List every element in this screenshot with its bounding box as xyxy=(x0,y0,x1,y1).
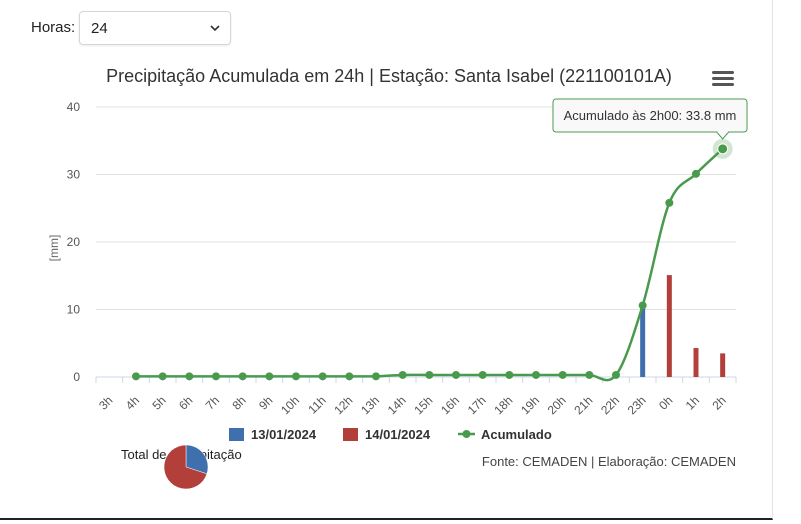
credits: Fonte: CEMADEN | Elaboração: CEMADEN xyxy=(482,454,736,469)
line-point xyxy=(185,372,194,381)
tooltip-pointer xyxy=(716,131,730,140)
x-tick-label: 14h xyxy=(385,393,409,417)
y-tick-label: 20 xyxy=(67,235,81,249)
y-tick-label: 0 xyxy=(73,370,80,384)
line-point xyxy=(505,370,514,379)
legend-swatch-marker xyxy=(462,430,471,438)
bar-14/01/2024 xyxy=(693,347,699,377)
accumulated-line xyxy=(136,147,724,382)
hours-label: Horas: xyxy=(31,19,76,36)
y-tick-label: 40 xyxy=(67,100,81,114)
menu-icon[interactable] xyxy=(712,71,734,89)
x-tick-label: 13h xyxy=(358,393,382,417)
x-tick-label: 3h xyxy=(96,393,115,412)
x-tick-label: 6h xyxy=(176,393,195,412)
x-tick-label: 16h xyxy=(438,393,462,417)
line-point xyxy=(612,370,620,379)
pie-slice xyxy=(185,444,209,475)
chart-title: Precipitação Acumulada em 24h | Estação:… xyxy=(106,66,672,86)
y-tick-label: 30 xyxy=(67,168,81,182)
legend-label: 13/01/2024 xyxy=(251,427,317,442)
tooltip-box xyxy=(552,98,748,133)
x-tick-label: 1h xyxy=(683,393,702,412)
bar-14/01/2024 xyxy=(666,275,672,377)
x-tick-label: 18h xyxy=(491,393,515,417)
bar-13/01/2024 xyxy=(640,308,646,377)
y-tick-label: 10 xyxy=(67,303,81,317)
x-tick-label: 2h xyxy=(709,393,728,412)
pie-slice xyxy=(163,444,208,490)
line-point xyxy=(398,370,407,379)
legend-swatch-14/01/2024 xyxy=(343,428,358,441)
x-tick-label: 4h xyxy=(123,393,142,412)
line-point xyxy=(478,370,487,379)
x-tick-label: 7h xyxy=(203,393,222,412)
x-tick-label: 23h xyxy=(625,393,649,417)
hours-select[interactable]: 24 xyxy=(79,11,231,45)
legend-swatch-13/01/2024 xyxy=(229,428,244,441)
tooltip-text: Acumulado às 2h00: 33.8 mm xyxy=(564,108,737,123)
legend-label: 14/01/2024 xyxy=(365,427,431,442)
line-point xyxy=(345,372,354,381)
y-axis-label: [mm] xyxy=(47,235,61,262)
legend-label: Acumulado xyxy=(481,427,552,442)
x-tick-label: 8h xyxy=(229,393,248,412)
bar-14/01/2024 xyxy=(720,353,726,377)
x-tick-label: 10h xyxy=(278,393,302,417)
line-point xyxy=(692,169,700,178)
line-point xyxy=(665,198,674,207)
x-tick-label: 9h xyxy=(256,393,275,412)
chevron-down-icon xyxy=(210,25,220,32)
x-tick-label: 20h xyxy=(545,393,569,417)
x-tick-label: 11h xyxy=(305,393,328,416)
chart-frame xyxy=(0,0,773,520)
x-tick-label: 19h xyxy=(518,393,542,417)
x-tick-label: 22h xyxy=(598,393,622,417)
line-point xyxy=(238,372,247,381)
x-tick-label: 17h xyxy=(465,393,489,417)
line-point xyxy=(452,370,460,379)
line-point xyxy=(212,372,220,381)
x-tick-label: 15h xyxy=(411,393,435,417)
line-point xyxy=(638,301,647,310)
line-point xyxy=(425,370,434,379)
hours-select-value: 24 xyxy=(91,20,108,37)
line-point xyxy=(372,372,380,381)
line-point xyxy=(558,370,567,379)
line-point xyxy=(292,372,300,381)
line-point xyxy=(532,370,540,379)
line-point xyxy=(585,370,594,379)
line-point xyxy=(158,372,167,381)
line-point xyxy=(717,143,729,155)
line-point xyxy=(265,372,274,381)
x-tick-label: 21h xyxy=(571,393,595,417)
x-tick-label: 5h xyxy=(149,393,168,412)
line-point xyxy=(132,372,140,381)
x-tick-label: 12h xyxy=(331,393,355,417)
x-tick-label: 0h xyxy=(656,393,675,412)
line-point xyxy=(318,372,327,381)
